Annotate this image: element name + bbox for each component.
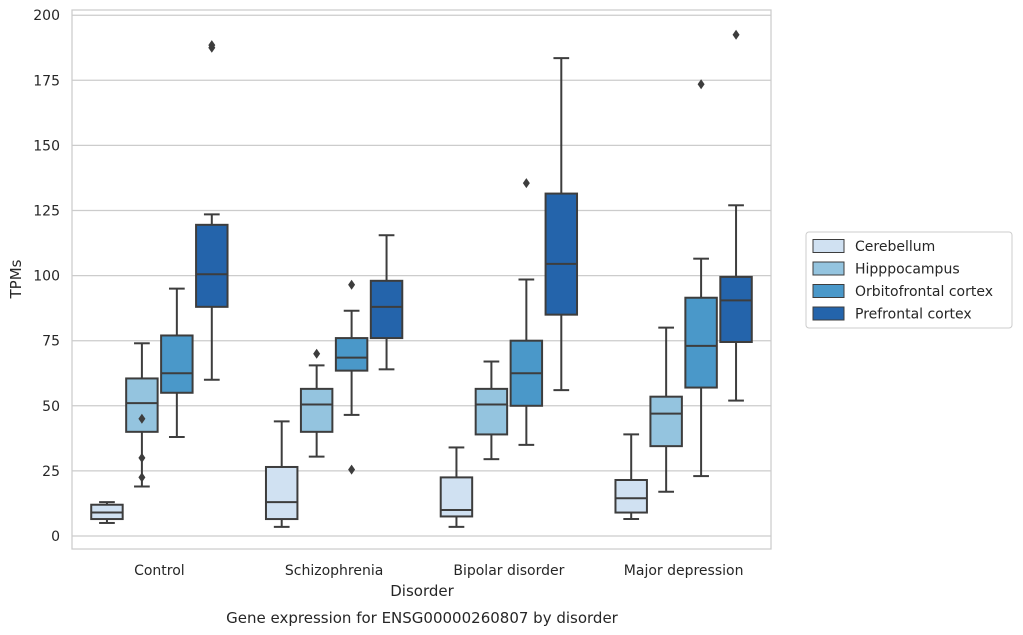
legend: Cerebellum Hipppocampus Orbitofrontal cort… [805,231,1013,329]
box [334,279,369,475]
box [649,326,683,493]
legend-swatch [812,239,845,253]
x-tick-label: Control [134,563,185,579]
box [684,79,718,478]
iqr-box [264,465,299,521]
chart-title: Gene expression for ENSG00000260807 by d… [226,609,619,627]
outlier-marker [348,464,356,475]
legend-item: Hipppocampus [812,261,960,278]
iqr-box [649,395,683,448]
box [369,234,404,371]
plot-background [72,10,771,549]
legend-swatch [812,284,845,298]
legend-item: Cerebellum [812,239,935,255]
box [719,29,753,402]
iqr-box [544,192,579,316]
legend-frame [805,231,1013,329]
outlier-marker [138,413,146,424]
y-tick-label: 200 [33,8,60,24]
box [509,178,544,446]
outlier-marker [313,348,321,359]
box [614,433,648,521]
y-tick-label: 75 [42,334,60,350]
box [195,40,229,381]
y-axis-title: TPMs [7,259,25,299]
outlier-marker [208,40,216,51]
y-tick-label: 25 [42,464,60,480]
box-group [614,29,753,521]
iqr-box [614,478,648,514]
iqr-box [369,279,404,340]
iqr-box [474,387,509,436]
iqr-box [299,387,334,433]
iqr-box [195,223,229,308]
box [160,287,194,439]
box-group [90,40,229,524]
box-groups [90,29,753,528]
iqr-box [334,337,369,372]
iqr-box [684,296,718,389]
box [90,501,124,524]
box [544,57,579,392]
box [125,342,159,488]
y-tick-label: 125 [33,203,60,219]
y-tick-label: 0 [51,529,60,545]
y-tick-label: 100 [33,269,60,285]
box [439,446,474,528]
y-tick-label: 175 [33,73,60,89]
y-tick-label: 150 [33,138,60,154]
box [474,360,509,461]
x-tick-label: Bipolar disorder [453,563,564,579]
box-group [439,57,579,528]
outlier-marker [138,472,146,483]
outlier-marker [697,79,705,90]
legend-item: Orbitofrontal cortex [812,284,993,300]
plot-frame [71,9,772,550]
box-group [264,234,404,528]
box [264,420,299,528]
y-tick-label: 50 [42,399,60,415]
legend-swatch [812,261,845,276]
legend-label: Prefrontal cortex [855,307,972,323]
outlier-marker [138,452,146,463]
x-tick-labels: Control Schizophrenia Bipolar disorder Majo… [134,563,743,579]
outlier-marker [522,178,530,189]
legend-label: Orbitofrontal cortex [855,284,993,300]
iqr-box [719,275,753,343]
legend-label: Hipppocampus [855,262,960,278]
iqr-box [125,377,159,433]
outlier-marker [348,279,356,290]
x-axis-title: Disorder [390,582,454,600]
y-tick-labels: 0 25 50 75 100 125 150 175 200 [33,8,60,545]
x-tick-label: Major depression [624,563,744,579]
x-tick-label: Schizophrenia [285,563,383,579]
legend-label: Cerebellum [855,239,935,255]
box [299,348,334,458]
legend-item: Prefrontal cortex [812,306,972,323]
iqr-box [160,334,194,394]
outlier-marker [732,29,740,40]
legend-swatch [812,306,845,321]
